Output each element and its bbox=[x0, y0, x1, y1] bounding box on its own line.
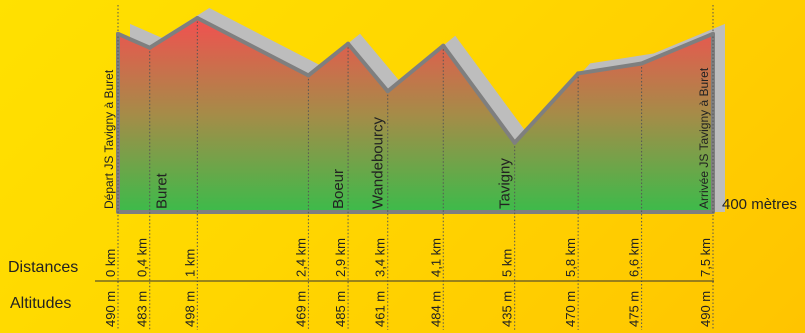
elevation-point bbox=[639, 61, 644, 66]
distance-label: 0 km bbox=[103, 249, 118, 277]
altitude-label: 490 m bbox=[103, 291, 118, 327]
distance-label: 1 km bbox=[182, 249, 197, 277]
elevation-point bbox=[385, 89, 390, 94]
distance-label: 6,6 km bbox=[627, 238, 642, 277]
place-label: Tavigny bbox=[497, 158, 514, 209]
distance-label: 2,4 km bbox=[293, 238, 308, 277]
elevation-point bbox=[711, 31, 715, 36]
distance-label: 5 km bbox=[500, 249, 515, 277]
altitude-label: 490 m bbox=[698, 291, 713, 327]
altitude-label: 461 m bbox=[373, 291, 388, 327]
distances-row-label: Distances bbox=[8, 259, 78, 276]
elevation-point bbox=[147, 45, 152, 50]
elevation-point bbox=[576, 71, 581, 76]
altitude-label: 484 m bbox=[428, 291, 443, 327]
distance-label: 0,4 km bbox=[135, 238, 150, 277]
distance-label: 5,8 km bbox=[563, 238, 578, 277]
altitude-label: 435 m bbox=[500, 291, 515, 327]
distance-label: 7,5 km bbox=[698, 238, 713, 277]
altitude-label: 483 m bbox=[135, 291, 150, 327]
elevation-point bbox=[116, 31, 120, 36]
elevation-point bbox=[441, 43, 446, 48]
place-label: Arrivée JS Tavigny à Buret bbox=[697, 67, 711, 209]
place-label: Départ JS Tavigny à Buret bbox=[102, 69, 116, 209]
place-label: Buret bbox=[154, 172, 171, 209]
elevation-point bbox=[346, 41, 351, 46]
elevation-point bbox=[512, 140, 517, 145]
altitude-label: 475 m bbox=[627, 291, 642, 327]
elevation-point bbox=[195, 16, 200, 20]
baseline-label: 400 mètres bbox=[722, 196, 797, 213]
place-label: Wandebourcy bbox=[370, 117, 387, 209]
place-label: Boeur bbox=[330, 169, 347, 209]
distance-label: 4,1 km bbox=[428, 238, 443, 277]
altitude-label: 485 m bbox=[333, 291, 348, 327]
elevation-area bbox=[116, 16, 715, 214]
distance-label: 3,4 km bbox=[373, 238, 388, 277]
altitude-label: 498 m bbox=[182, 291, 197, 327]
elevation-point bbox=[306, 73, 311, 78]
altitudes-row-label: Altitudes bbox=[10, 295, 71, 312]
altitude-label: 469 m bbox=[293, 291, 308, 327]
altitude-label: 470 m bbox=[563, 291, 578, 327]
distance-label: 2,9 km bbox=[333, 238, 348, 277]
